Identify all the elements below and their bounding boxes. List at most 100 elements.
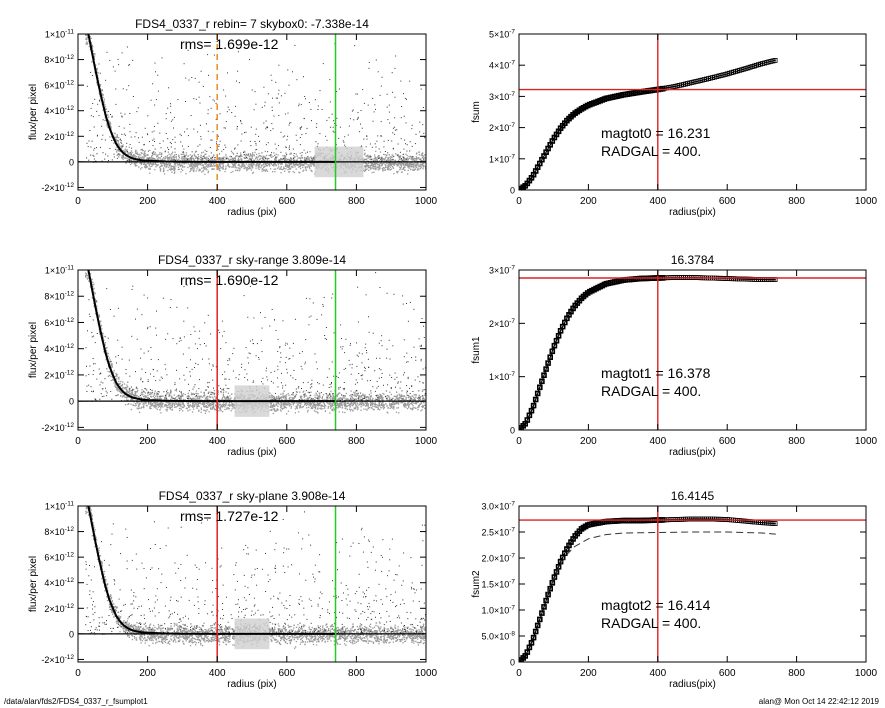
sky-point	[422, 164, 424, 166]
outlier-point	[111, 116, 113, 118]
sky-point	[419, 165, 421, 167]
sky-point	[264, 150, 266, 153]
sky-point	[172, 168, 174, 170]
sky-point	[162, 163, 164, 165]
sky-point	[195, 401, 198, 403]
sky-point	[197, 159, 199, 161]
sky-point	[278, 398, 280, 400]
outlier-point	[305, 98, 306, 100]
outlier-point	[271, 106, 273, 108]
sky-point	[205, 162, 207, 164]
outlier-point	[122, 156, 124, 158]
sky-point	[227, 404, 229, 406]
outlier-point	[218, 144, 220, 146]
sky-point	[219, 165, 221, 167]
sky-point	[225, 158, 227, 160]
outlier-point	[401, 159, 403, 161]
sky-point	[200, 157, 203, 159]
sky-point	[170, 404, 172, 406]
sky-point	[369, 168, 372, 170]
sky-point	[151, 155, 153, 157]
sky-point	[350, 394, 352, 396]
sky-point	[410, 158, 412, 160]
sky-point	[193, 153, 195, 155]
sky-point	[416, 159, 418, 161]
sky-point	[122, 381, 124, 383]
sky-point	[257, 164, 259, 167]
sky-point	[154, 158, 156, 160]
outlier-point	[267, 158, 269, 160]
sky-point	[120, 380, 122, 383]
sky-point	[255, 156, 257, 158]
sky-point	[98, 92, 100, 94]
sky-point	[183, 159, 185, 161]
sky-point	[146, 157, 148, 159]
sky-point	[135, 404, 137, 406]
outlier-point	[308, 102, 310, 103]
sky-point	[213, 165, 215, 167]
outlier-point	[387, 119, 389, 121]
sky-point	[345, 398, 347, 400]
sky-point	[305, 152, 307, 154]
outlier-point	[377, 71, 379, 73]
sky-point	[85, 276, 87, 278]
sky-point	[402, 168, 405, 170]
outlier-point	[296, 155, 298, 157]
outlier-point	[237, 51, 239, 53]
sky-point	[411, 165, 413, 167]
sky-point	[318, 392, 320, 394]
sky-point	[282, 158, 284, 161]
sky-point	[303, 164, 305, 167]
sky-point	[295, 168, 297, 170]
sky-point	[100, 326, 102, 328]
sky-point	[384, 154, 386, 156]
outlier-point	[123, 127, 125, 129]
sky-point	[192, 157, 194, 159]
sky-point	[167, 157, 169, 159]
outlier-point	[255, 144, 257, 146]
sky-point	[342, 411, 344, 413]
sky-point	[212, 393, 214, 395]
sky-point	[134, 151, 137, 153]
sky-point	[398, 158, 400, 160]
sky-point	[277, 154, 279, 156]
sky-point	[305, 404, 308, 406]
sky-point	[404, 157, 406, 159]
outlier-point	[280, 95, 282, 97]
sky-point	[371, 171, 373, 174]
sky-point	[118, 156, 120, 158]
sky-point	[185, 173, 187, 175]
sky-point	[382, 158, 384, 160]
sky-point	[304, 395, 306, 397]
sky-point	[166, 156, 168, 158]
sky-point	[323, 398, 325, 401]
sky-point	[155, 154, 157, 156]
outlier-point	[234, 148, 235, 150]
sky-point	[403, 159, 405, 162]
sky-point	[236, 169, 238, 172]
sky-point	[243, 157, 245, 159]
sky-point	[100, 324, 103, 327]
sky-point	[162, 162, 164, 164]
outlier-point	[98, 115, 100, 117]
outlier-point	[188, 79, 190, 81]
sky-point	[192, 158, 195, 160]
outlier-point	[111, 115, 113, 117]
sky-point	[160, 405, 163, 407]
sky-point	[288, 165, 290, 167]
sky-point	[418, 168, 420, 170]
sky-point	[321, 399, 324, 401]
sky-point	[386, 399, 388, 401]
sky-point	[238, 156, 241, 158]
sky-point	[164, 173, 166, 175]
outlier-point	[339, 126, 341, 128]
sky-point	[300, 164, 302, 166]
sky-point	[374, 165, 376, 168]
outlier-point	[129, 113, 131, 114]
outlier-point	[104, 158, 106, 160]
sky-point	[219, 407, 221, 409]
outlier-point	[170, 103, 171, 105]
sky-point	[329, 397, 331, 399]
sky-point	[140, 393, 142, 395]
sky-point	[375, 165, 377, 168]
